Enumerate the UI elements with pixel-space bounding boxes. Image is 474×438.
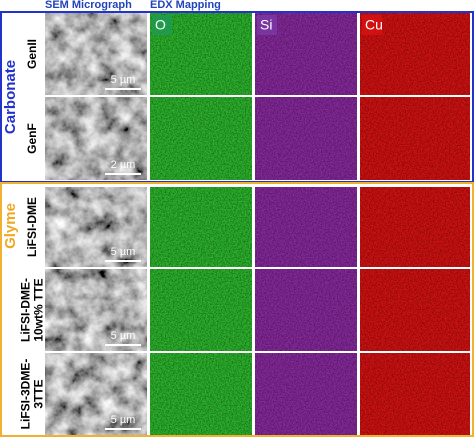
row-label: 10wt% TTE [32,278,46,341]
edx-header: EDX Mapping [150,0,221,11]
row-label: LiFSI-DME- [19,278,33,342]
scale-label: 5 µm [111,246,136,258]
element-tag [362,15,382,35]
sem-header: SEM Micrograph [45,0,132,11]
row-label: GenF [25,123,39,154]
scale-label: 2 µm [111,159,136,171]
edx-noise [255,187,357,267]
sem-image [45,353,147,435]
edx-noise [150,269,252,351]
element-label: Si [260,17,272,33]
element-label: O [155,17,166,33]
edx-noise [150,187,252,267]
sem-image [45,269,147,351]
row-label: LiFSI-3DME- [19,359,33,430]
element-tag [152,15,172,35]
element-tag [257,15,277,35]
edx-noise [360,187,470,267]
edx-noise [360,97,470,180]
row-label: 3TTE [32,379,46,408]
scale-label: 5 µm [111,74,136,86]
group-label: Glyme [2,203,19,249]
edx-noise [255,97,357,180]
edx-noise [255,269,357,351]
row-label: LiFSI-DME [25,197,39,257]
scale-label: 5 µm [111,330,136,342]
sem-image [45,13,147,95]
edx-noise [150,353,252,435]
row-label: GenII [25,39,39,69]
sem-image [45,187,147,267]
element-label: Cu [365,17,383,33]
edx-noise [360,353,470,435]
group-label: Carbonate [2,60,19,134]
edx-noise [150,97,252,180]
edx-noise [255,353,357,435]
sem-image [45,97,147,180]
scale-label: 5 µm [111,414,136,426]
glyme-box [0,182,474,437]
edx-noise [360,269,470,351]
